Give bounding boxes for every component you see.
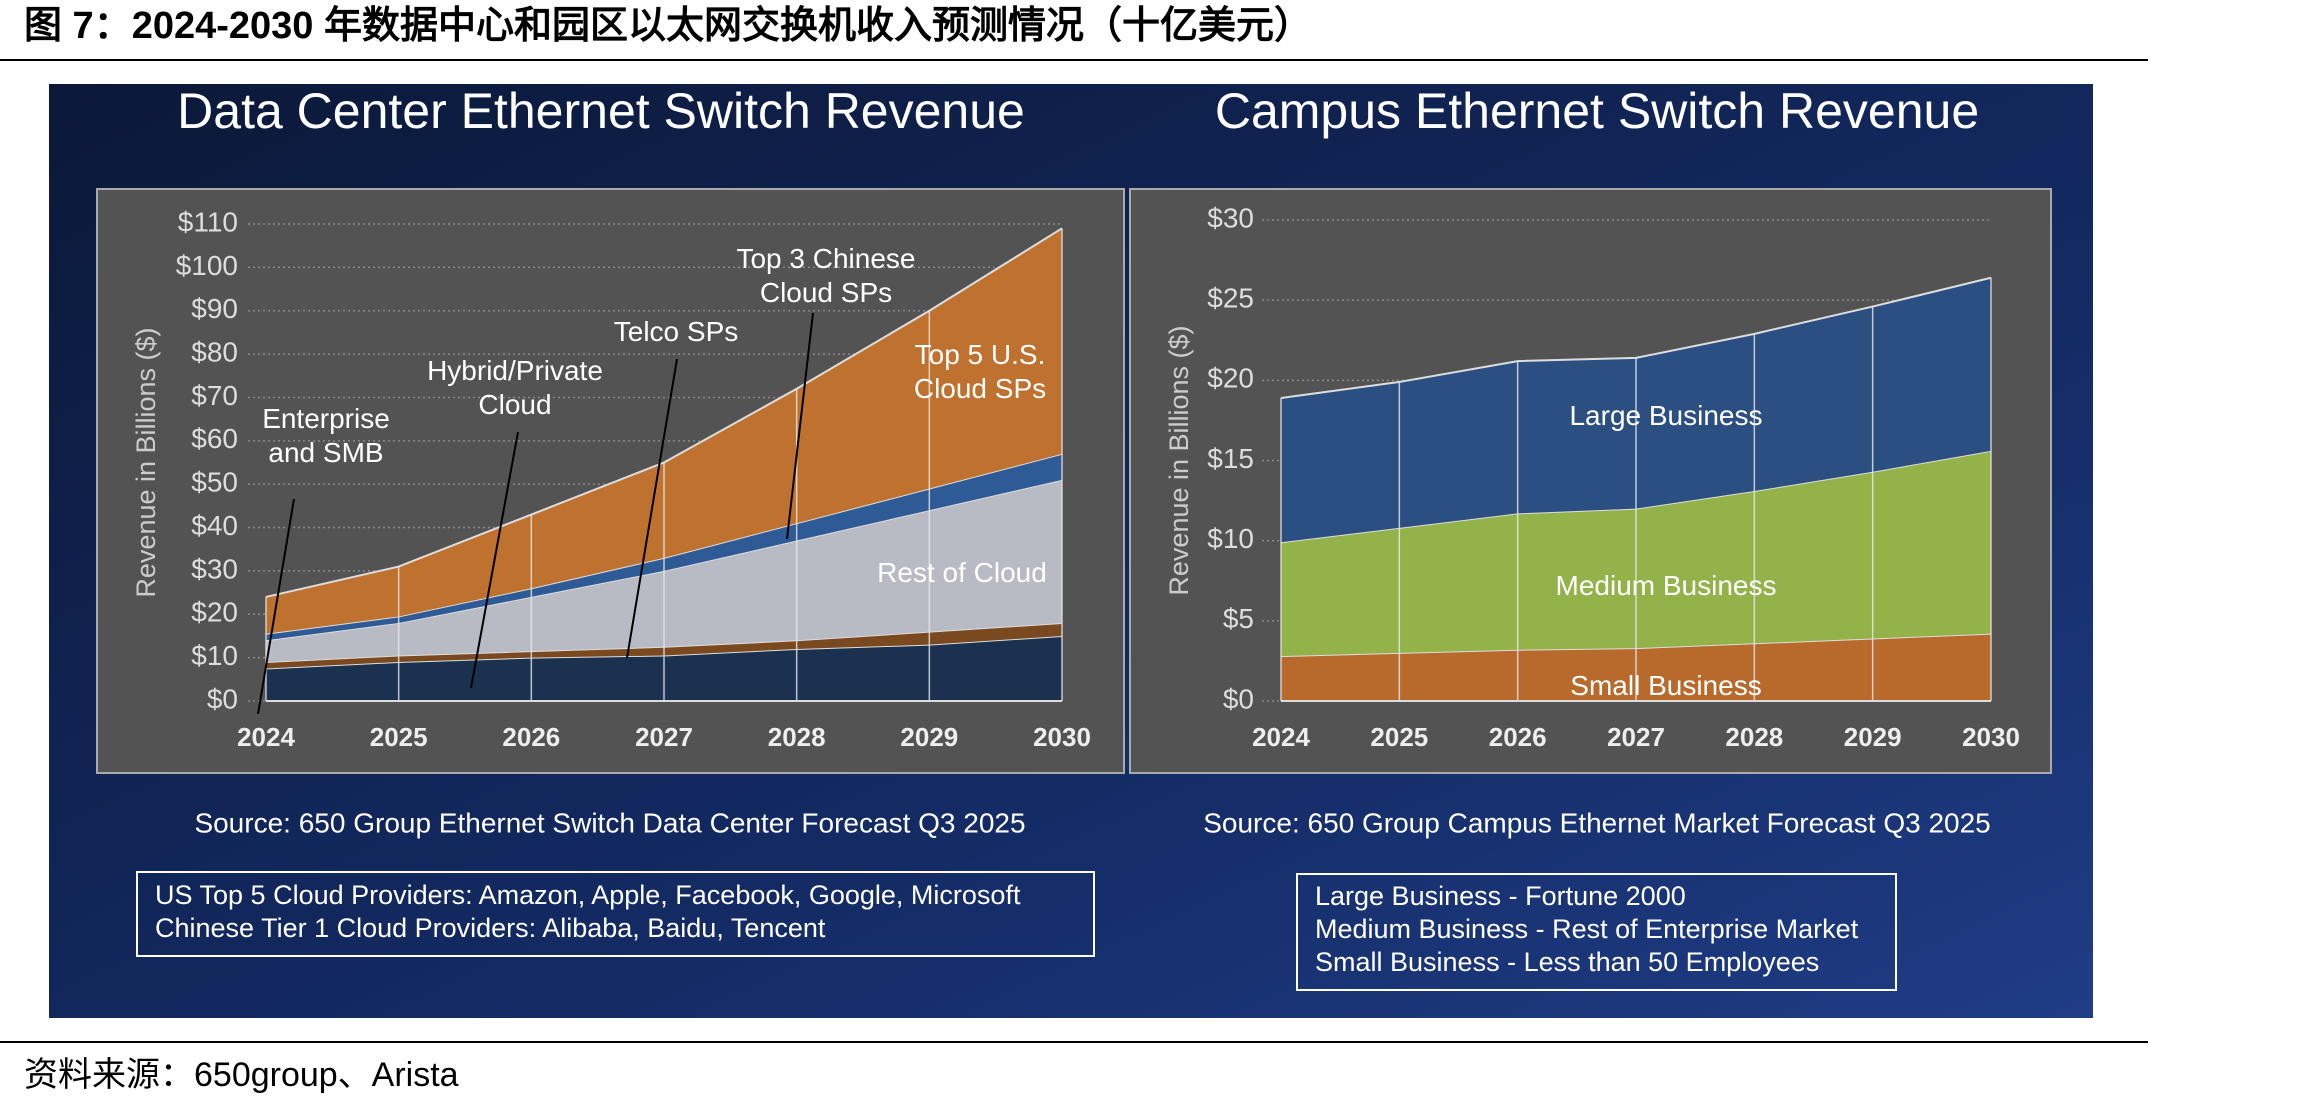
note-box — [1296, 873, 1897, 991]
source-note: Source: 650 Group Campus Ethernet Market… — [1203, 807, 1991, 838]
x-tick-label: 2027 — [635, 722, 693, 752]
leader-line — [626, 358, 678, 659]
x-tick-label: 2025 — [1370, 722, 1428, 752]
leader-line — [786, 312, 814, 540]
source-note: Source: 650 Group Ethernet Switch Data C… — [194, 807, 1025, 838]
series-label: Top 3 Chinese Cloud SPs — [736, 243, 916, 308]
x-tick-label: 2026 — [1489, 722, 1547, 752]
leader-line — [470, 431, 519, 689]
y-tick-label: $15 — [1207, 443, 1254, 474]
leader-line — [257, 498, 295, 715]
y-tick-label: $60 — [191, 423, 238, 454]
y-tick-label: $10 — [191, 640, 238, 671]
series-label: Telco SPs — [613, 316, 739, 347]
series-label: Small Business — [1570, 670, 1762, 701]
note-box — [136, 871, 1095, 957]
x-tick-label: 2027 — [1607, 722, 1665, 752]
y-axis-label: Revenue in Billions ($) — [1164, 325, 1194, 595]
series-label: Enterprise and SMB — [262, 403, 390, 468]
x-tick-label: 2025 — [370, 722, 428, 752]
x-tick-label: 2029 — [900, 722, 958, 752]
figure-title: 图 7：2024-2030 年数据中心和园区以太网交换机收入预测情况（十亿美元） — [24, 4, 1312, 47]
x-tick-label: 2024 — [1252, 722, 1310, 752]
note-line: Chinese Tier 1 Cloud Providers: Alibaba,… — [155, 913, 826, 943]
y-tick-label: $0 — [207, 683, 238, 714]
x-tick-label: 2024 — [237, 722, 295, 752]
y-tick-label: $30 — [191, 553, 238, 584]
y-tick-label: $40 — [191, 510, 238, 541]
x-tick-label: 2028 — [1725, 722, 1783, 752]
note-line: Medium Business - Rest of Enterprise Mar… — [1315, 914, 1859, 944]
annotation: Hybrid/Private Cloud — [427, 355, 603, 420]
note-line: Small Business - Less than 50 Employees — [1315, 947, 1819, 977]
area — [266, 622, 1062, 669]
y-tick-label: $110 — [178, 206, 238, 237]
series-label: Medium Business — [1555, 570, 1777, 601]
chart-title: Data Center Ethernet Switch Revenue — [177, 83, 1025, 139]
note-line: Large Business - Fortune 2000 — [1315, 881, 1686, 911]
series-label: Large Business — [1569, 400, 1763, 431]
x-tick-label: 2026 — [502, 722, 560, 752]
note-line: US Top 5 Cloud Providers: Amazon, Apple,… — [155, 880, 1021, 910]
y-tick-label: $20 — [1207, 363, 1254, 394]
footer-source: 资料来源：650group、Arista — [24, 1056, 459, 1094]
y-tick-label: $5 — [1223, 603, 1254, 634]
x-tick-label: 2030 — [1033, 722, 1091, 752]
y-tick-label: $70 — [191, 380, 238, 411]
y-tick-label: $0 — [1223, 683, 1254, 714]
y-tick-label: $80 — [191, 336, 238, 367]
y-tick-label: $20 — [191, 597, 238, 628]
x-tick-label: 2029 — [1844, 722, 1902, 752]
y-tick-label: $10 — [1207, 523, 1254, 554]
series-label: Rest of Cloud — [877, 557, 1047, 588]
y-tick-label: $100 — [176, 250, 238, 281]
area — [266, 479, 1062, 662]
x-tick-label: 2030 — [1962, 722, 2020, 752]
chart-title: Campus Ethernet Switch Revenue — [1215, 83, 1979, 139]
y-tick-label: $30 — [1207, 202, 1254, 233]
y-tick-label: $50 — [191, 467, 238, 498]
series-label: Top 5 U.S. Cloud SPs — [913, 339, 1047, 404]
x-tick-label: 2028 — [768, 722, 826, 752]
y-axis-label: Revenue in Billions ($) — [131, 327, 161, 597]
y-tick-label: $90 — [191, 293, 238, 324]
y-tick-label: $25 — [1207, 283, 1254, 314]
